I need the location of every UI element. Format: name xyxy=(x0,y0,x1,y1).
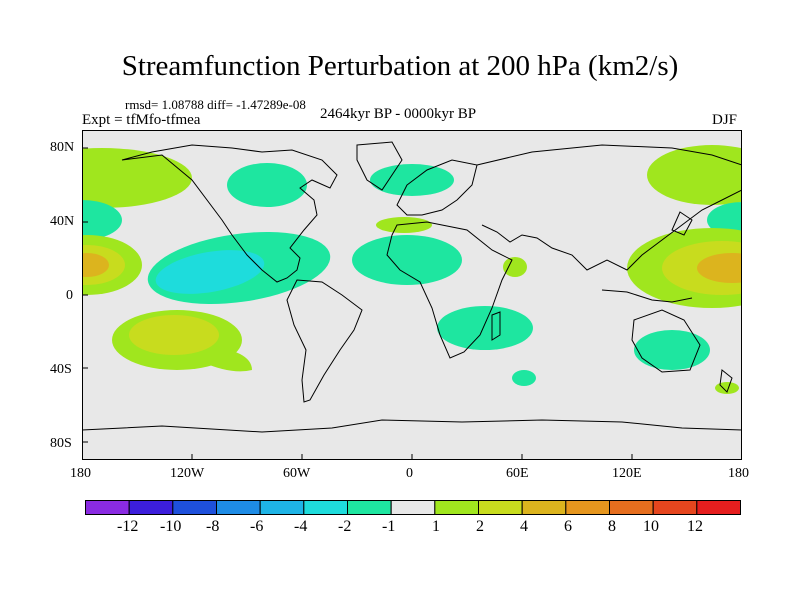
lon-label-120w: 120W xyxy=(170,466,205,481)
anomaly-npac-west xyxy=(82,148,192,208)
colorbar-label: -1 xyxy=(382,518,396,535)
anomaly-med xyxy=(376,217,432,233)
anomaly-horn xyxy=(503,257,527,277)
colorbar-label: -8 xyxy=(206,518,220,535)
colorbar-swatch xyxy=(85,500,130,515)
stats-text: rmsd= 1.08788 diff= -1.47289e-08 xyxy=(125,97,306,112)
coast-japan xyxy=(671,211,693,236)
anomaly-spac-core xyxy=(129,315,219,355)
colorbar-swatch xyxy=(609,500,654,515)
lon-label-0: 0 xyxy=(406,466,413,481)
period-label: 2464kyr BP - 0000kyr BP xyxy=(320,106,477,122)
coast-south-america xyxy=(286,279,363,403)
colorbar-swatch xyxy=(390,500,436,515)
colorbar-swatch xyxy=(434,500,479,515)
colorbar-swatch xyxy=(652,500,698,515)
anomaly-canada xyxy=(227,163,307,207)
coast-africa xyxy=(386,221,513,359)
colorbar-label: 1 xyxy=(432,518,440,535)
lat-label-80s: 80S xyxy=(50,436,72,451)
colorbar-label: 4 xyxy=(520,518,528,535)
map-plot xyxy=(82,130,742,460)
coastlines xyxy=(82,141,742,433)
colorbar-swatch xyxy=(172,500,217,515)
anomaly-tpac-west-3 xyxy=(82,253,109,277)
lat-label-80n: 80N xyxy=(50,140,75,155)
colorbar-label: 10 xyxy=(643,518,659,535)
lat-label-eq: 0 xyxy=(66,288,73,303)
colorbar-swatch xyxy=(216,500,261,515)
colorbar-label: -12 xyxy=(117,518,139,535)
anomaly-tasman xyxy=(715,382,739,394)
coast-antarctica xyxy=(82,419,742,433)
colorbar-label: -10 xyxy=(160,518,182,535)
lon-label-180w: 180 xyxy=(70,466,91,481)
anomaly-npac-east xyxy=(647,145,742,205)
lon-label-120e: 120E xyxy=(612,466,642,481)
coast-indonesia xyxy=(601,289,693,303)
lat-label-40s: 40S xyxy=(50,362,72,377)
coast-asia xyxy=(476,144,742,271)
anomaly-fields xyxy=(82,145,742,394)
colorbar-swatch xyxy=(478,500,523,515)
colorbar-swatch xyxy=(347,500,392,515)
colorbar-swatch xyxy=(128,500,174,515)
coast-europe xyxy=(396,159,478,216)
lon-label-60e: 60E xyxy=(506,466,529,481)
figure-title: Streamfunction Perturbation at 200 hPa (… xyxy=(121,50,679,82)
colorbar-swatch xyxy=(696,500,742,515)
anomaly-safrica xyxy=(437,306,533,350)
axis-ticks xyxy=(82,147,633,460)
colorbar-label: -2 xyxy=(338,518,352,535)
colorbar-label: 8 xyxy=(608,518,616,535)
lon-label-60w: 60W xyxy=(283,466,311,481)
lon-label-180e: 180 xyxy=(728,466,749,481)
anomaly-australia xyxy=(634,330,710,370)
colorbar-label: 6 xyxy=(564,518,572,535)
colorbar-label: -4 xyxy=(294,518,308,535)
anomaly-africa xyxy=(352,235,462,285)
colorbar-label: 12 xyxy=(687,518,703,535)
anomaly-sind xyxy=(512,370,536,386)
colorbar-swatches xyxy=(85,500,742,515)
anomaly-twpac-3 xyxy=(697,253,742,283)
colorbar-swatch xyxy=(565,500,610,515)
season-label: DJF xyxy=(712,112,738,128)
anomaly-spac-tail xyxy=(202,345,252,372)
lat-label-40n: 40N xyxy=(50,214,75,229)
anomaly-npac-west-core xyxy=(82,200,122,240)
experiment-label: Expt = tfMfo-tfmea xyxy=(82,112,201,128)
colorbar-swatch xyxy=(303,500,348,515)
coast-madagascar xyxy=(491,311,501,341)
coast-new-zealand xyxy=(719,369,733,393)
coast-australia xyxy=(631,309,701,373)
colorbar xyxy=(85,500,742,515)
coast-greenland xyxy=(356,141,403,191)
coast-north-america xyxy=(121,144,338,283)
anomaly-epac-core xyxy=(155,250,265,294)
colorbar-swatch xyxy=(521,500,567,515)
colorbar-swatch xyxy=(259,500,305,515)
anomaly-natl xyxy=(370,164,454,196)
colorbar-label: 2 xyxy=(476,518,484,535)
colorbar-label: -6 xyxy=(250,518,264,535)
